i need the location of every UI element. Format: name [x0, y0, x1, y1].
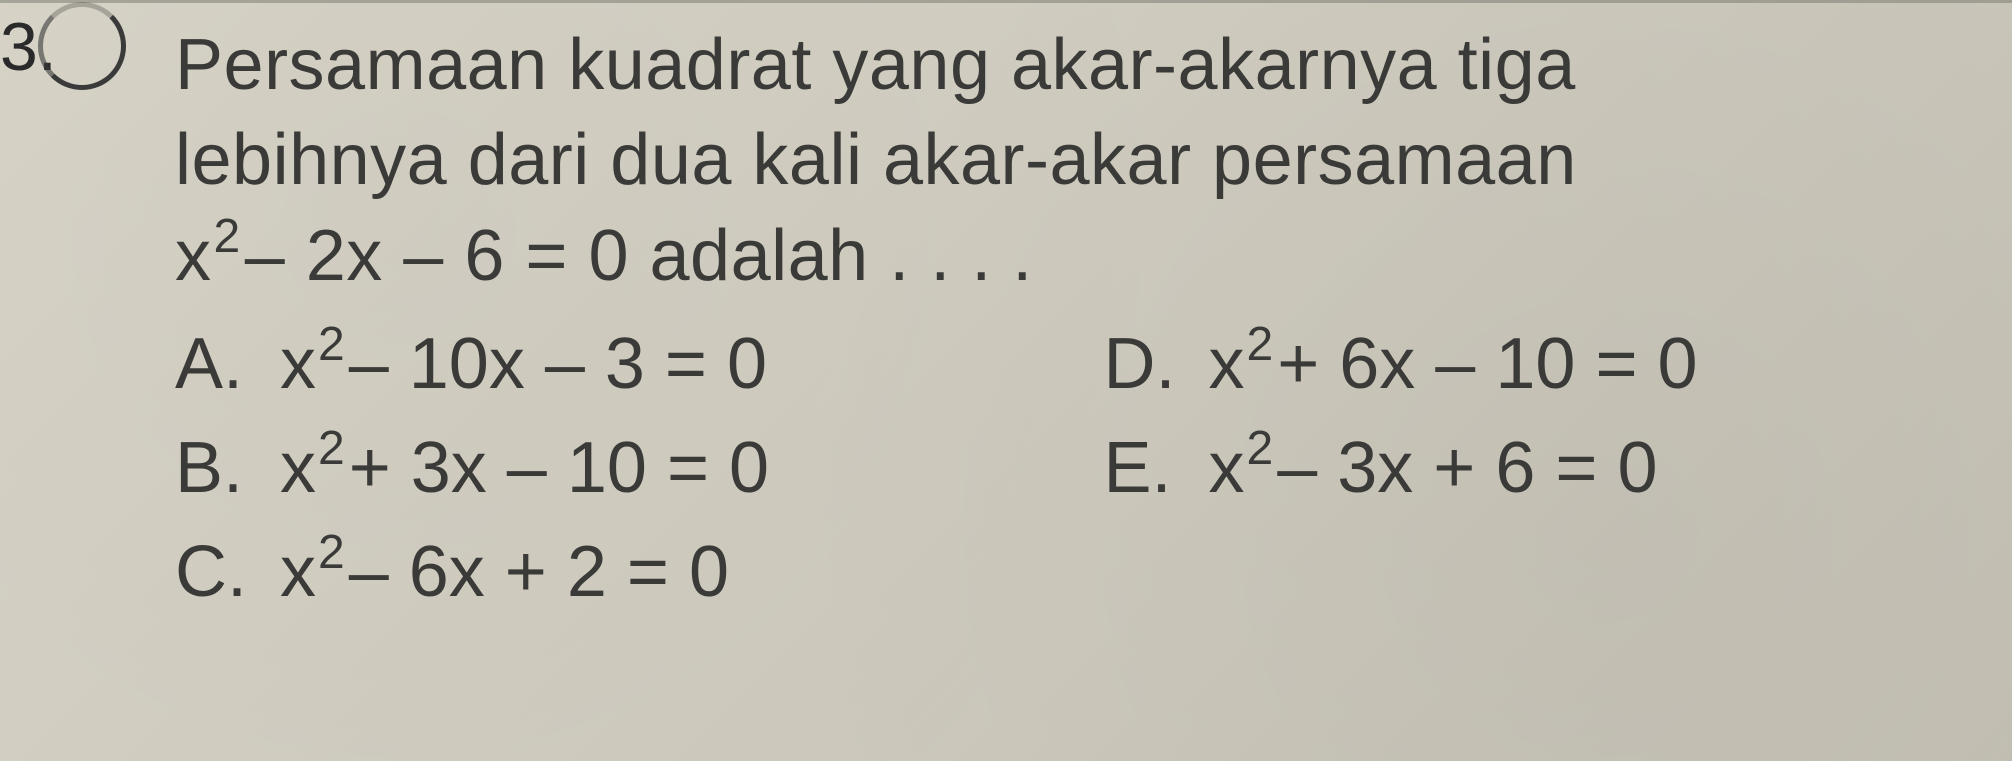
equation-exponent: 2 — [318, 421, 345, 476]
equation-var: x — [175, 208, 212, 305]
option-d: D. x 2 + 6x – 10 = 0 — [1104, 323, 1973, 405]
equation-rest: – 3x + 6 = 0 — [1277, 427, 1657, 509]
option-equation: x 2 + 6x – 10 = 0 — [1209, 323, 1698, 405]
equation-rest: + 6x – 10 = 0 — [1277, 323, 1697, 405]
equation-var: x — [280, 427, 316, 509]
question-content: Persamaan kuadrat yang akar-akarnya tiga… — [175, 10, 1972, 613]
equation-rest: + 3x – 10 = 0 — [349, 427, 769, 509]
equation-rest: – 10x – 3 = 0 — [349, 323, 767, 405]
option-letter: A. — [175, 323, 280, 405]
question-line-1: Persamaan kuadrat yang akar-akarnya tiga — [175, 18, 1972, 113]
question-equation: x 2 – 2x – 6 = 0 adalah . . . . — [175, 208, 1972, 305]
circled-number-icon — [38, 2, 126, 90]
question-block: 3. Persamaan kuadrat yang akar-akarnya t… — [0, 0, 2012, 761]
equation-exponent: 2 — [1247, 421, 1274, 476]
equation-var: x — [1209, 323, 1245, 405]
option-c: C. x 2 – 6x + 2 = 0 — [175, 531, 1044, 613]
option-equation: x 2 + 3x – 10 = 0 — [280, 427, 769, 509]
option-equation: x 2 – 3x + 6 = 0 — [1209, 427, 1658, 509]
equation-rest: – 2x – 6 = 0 adalah . . . . — [245, 208, 1033, 305]
equation-exponent: 2 — [318, 525, 345, 580]
option-equation: x 2 – 6x + 2 = 0 — [280, 531, 729, 613]
option-e: E. x 2 – 3x + 6 = 0 — [1104, 427, 1973, 509]
question-text: Persamaan kuadrat yang akar-akarnya tiga… — [175, 18, 1972, 305]
option-letter: D. — [1104, 323, 1209, 405]
equation-exponent: 2 — [1247, 317, 1274, 372]
options-grid: A. x 2 – 10x – 3 = 0 D. x 2 + 6x – 10 = … — [175, 323, 1972, 613]
option-letter: B. — [175, 427, 280, 509]
equation-var: x — [280, 531, 316, 613]
equation-exponent: 2 — [214, 205, 241, 270]
equation-rest: – 6x + 2 = 0 — [349, 531, 729, 613]
equation-exponent: 2 — [318, 317, 345, 372]
option-letter: E. — [1104, 427, 1209, 509]
equation-var: x — [1209, 427, 1245, 509]
option-letter: C. — [175, 531, 280, 613]
option-b: B. x 2 + 3x – 10 = 0 — [175, 427, 1044, 509]
question-line-2: lebihnya dari dua kali akar-akar persama… — [175, 113, 1972, 208]
option-equation: x 2 – 10x – 3 = 0 — [280, 323, 767, 405]
option-a: A. x 2 – 10x – 3 = 0 — [175, 323, 1044, 405]
equation-var: x — [280, 323, 316, 405]
